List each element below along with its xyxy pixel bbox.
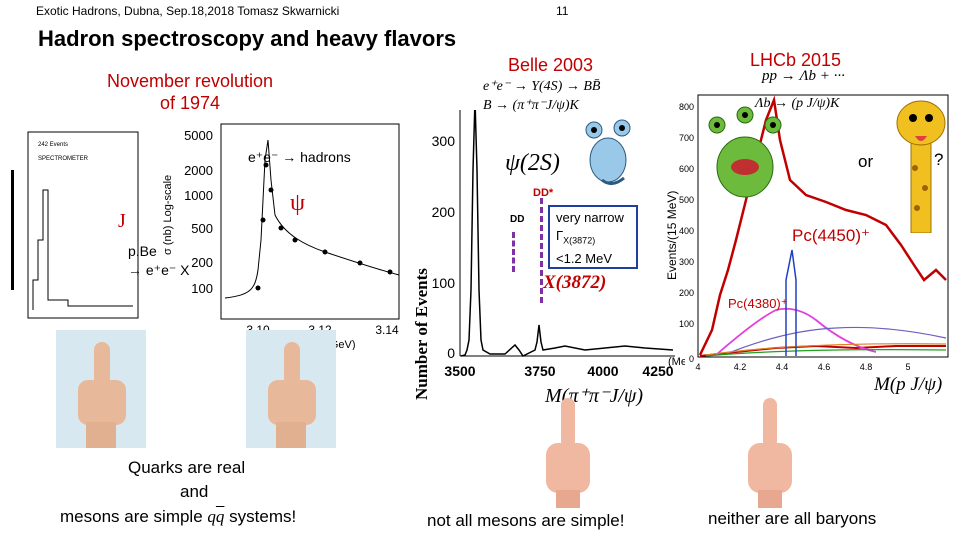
lhcb-reaction1: pp → Λb + ···: [762, 68, 845, 84]
pbe-line2: → e⁺e⁻ X: [128, 262, 190, 278]
belle-ytick: 300: [432, 133, 456, 149]
slide-title: Hadron spectroscopy and heavy flavors: [38, 26, 457, 51]
alien-icon: [585, 119, 631, 185]
lhcb-ytick: 700: [679, 133, 694, 143]
pc4450-label: Pc(4450)⁺: [792, 226, 870, 245]
belle-xtick: 4250: [642, 363, 673, 379]
belle-xunit: (MeV): [668, 356, 685, 368]
psi-ytick: 2000: [184, 163, 213, 178]
lhcb-ytick: 200: [679, 288, 694, 298]
belle-ylabel: Number of Events: [412, 268, 431, 400]
belle-xtick: 3500: [444, 363, 475, 379]
very-narrow-box: very narrow ΓX(3872) <1.2 MeV: [548, 205, 638, 269]
width-limit-text: <1.2 MeV: [556, 250, 613, 266]
lhcb-ytick: 400: [679, 226, 694, 236]
lhcb-ytick: 800: [679, 102, 694, 112]
dd-star-label: DD*: [533, 187, 554, 199]
hand-gesture-right-icon: [748, 398, 792, 508]
november-line1: November revolution: [106, 71, 274, 91]
dd-label: DD: [510, 214, 525, 225]
mesons-simple-text: mesons are simple: [60, 507, 203, 526]
lhcb-xtick: 4.6: [818, 362, 831, 372]
systems-text: systems!: [229, 507, 297, 526]
psi-label: ψ: [290, 190, 306, 216]
lhcb-label: LHCb 2015: [750, 50, 842, 70]
mesons-simple-caption: mesons are simple qq systems!: [60, 507, 296, 527]
thumbs-up-left-icon: [56, 330, 146, 448]
gamma-line: ΓX(3872): [556, 227, 630, 250]
page-number: 11: [556, 4, 569, 18]
lhcb-xtick: 4: [695, 362, 700, 372]
belle-ytick: 100: [432, 275, 456, 291]
question-label: ?: [934, 150, 944, 169]
neither-baryons-caption: neither are all baryons: [708, 509, 877, 528]
belle-xtick: 4000: [587, 363, 618, 379]
lhcb-ytick: 500: [679, 195, 694, 205]
lhcb-ytick: 0: [689, 354, 694, 364]
lhcb-xtick: 4.2: [734, 362, 747, 372]
hand-gesture-middle-icon: [546, 398, 590, 508]
j-discovery-plot: 242 Events SPECTROMETER: [11, 131, 139, 319]
very-narrow-text: very narrow: [556, 210, 624, 225]
psi-ytick: 1000: [184, 188, 213, 203]
and-caption: and: [180, 482, 209, 501]
belle-xtick: 3750: [524, 363, 555, 379]
j-label: J: [118, 210, 126, 232]
lhcb-ytick: 600: [679, 164, 694, 174]
psi-ytick: 100: [191, 281, 213, 296]
gamma-symbol: Γ: [556, 228, 564, 243]
belle-reaction2: B → (π⁺π⁻J/ψ)K: [483, 98, 579, 113]
belle-plot: Number of Events 0 100 200 300 3500 3750…: [412, 110, 685, 407]
november-line2: of 1974: [159, 93, 221, 113]
belle-ytick: 200: [432, 204, 456, 220]
psi-ytick: 500: [191, 221, 213, 236]
lhcb-xlabel: M(p J/ψ): [873, 374, 942, 395]
psi2s-label: ψ(2S): [505, 150, 560, 176]
pbe-line1: p.Be: [128, 243, 157, 259]
belle-ytick: 0: [447, 345, 455, 361]
svg-text:SPECTROMETER: SPECTROMETER: [38, 156, 89, 162]
header-left: Exotic Hadrons, Dubna, Sep.18,2018 Tomas…: [36, 4, 340, 18]
not-all-mesons-caption: not all mesons are simple!: [427, 511, 625, 530]
green-alien-icon: [708, 106, 782, 198]
qqbar-symbol: qq: [207, 507, 225, 526]
giraffe-icon: [896, 100, 946, 233]
lhcb-xtick: 4.4: [776, 362, 789, 372]
svg-text:242 Events: 242 Events: [38, 142, 68, 148]
x3872-label: X(3872): [543, 272, 607, 293]
or-label: or: [858, 152, 874, 171]
ee-hadrons-label: e⁺e⁻ → hadrons: [248, 149, 351, 165]
psi-xtick: 3.14: [375, 323, 399, 337]
lhcb-plot: Events/(15 MeV) 0 100 200 300 400 500 60…: [665, 94, 949, 395]
lhcb-ytick: 100: [679, 319, 694, 329]
lhcb-ytick: 300: [679, 257, 694, 267]
quarks-real-caption: Quarks are real: [128, 458, 246, 477]
november-title: November revolution of 1974: [80, 70, 300, 114]
psi-ytick: 200: [191, 255, 213, 270]
thumbs-up-right-icon: [246, 330, 336, 448]
psi-ytick: 5000: [184, 128, 213, 143]
gamma-sub: X(3872): [563, 235, 596, 246]
belle-reaction1: e⁺e⁻ → Υ(4S) → BB̄: [483, 79, 601, 94]
psi-ylabel: σ (nb) Log-scale: [162, 175, 174, 255]
lhcb-ylabel: Events/(15 MeV): [665, 191, 679, 280]
lhcb-xtick: 5: [905, 362, 910, 372]
belle-label: Belle 2003: [508, 55, 594, 75]
dd-threshold-line: [512, 232, 516, 272]
lhcb-xtick: 4.8: [860, 362, 873, 372]
pc4380-label: Pc(4380)⁺: [728, 296, 788, 311]
dd-star-threshold-line: [540, 198, 544, 303]
